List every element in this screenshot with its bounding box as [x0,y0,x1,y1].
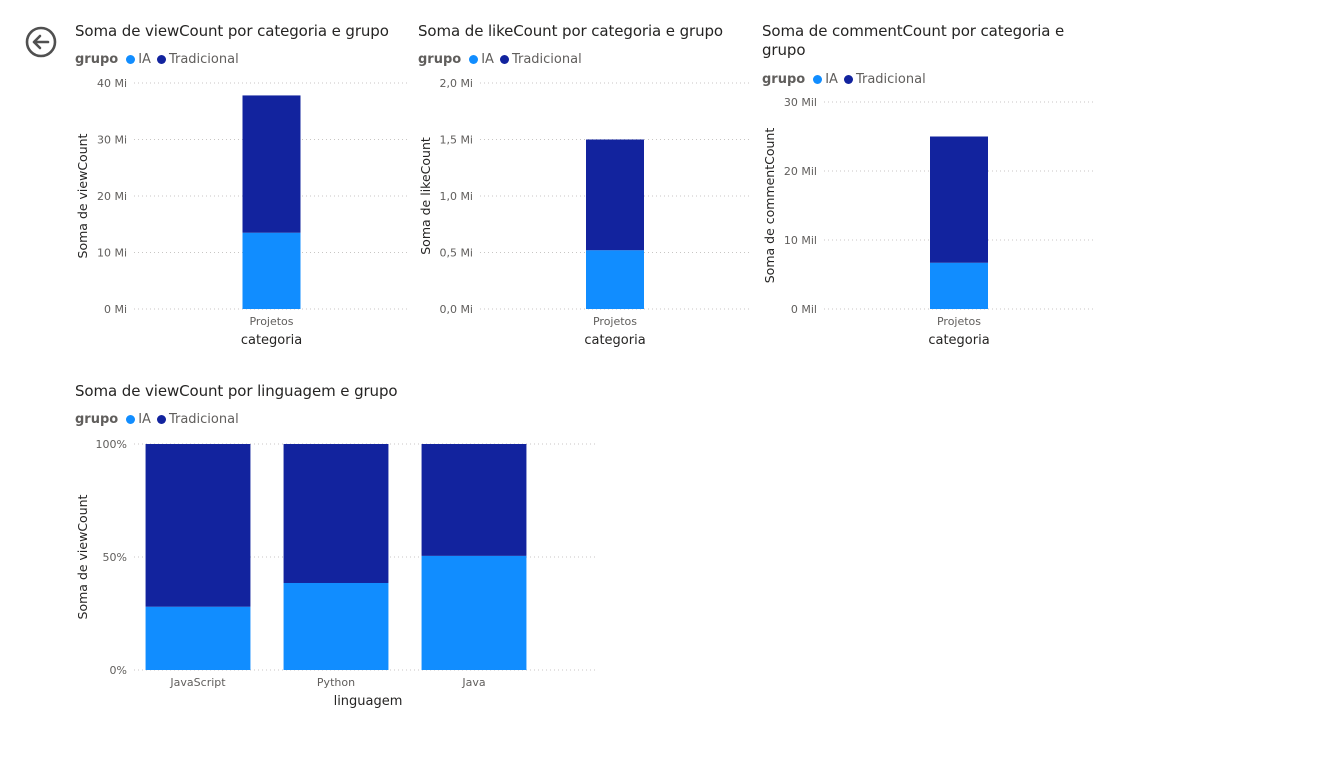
chart-legend: grupo IA Tradicional [418,52,588,67]
chart-plot: 0 Mi 10 Mi 20 Mi 30 Mi 40 Mi Projetos categori… [75,77,409,348]
chart-viewcount-categoria: Soma de viewCount por categoria e grupo … [75,22,415,357]
legend-item-ia[interactable]: IA [126,52,151,67]
legend-label: Tradicional [168,52,239,67]
y-tick-label: 1,0 Mi [439,190,473,203]
y-axis-title: Soma de commentCount [762,128,777,284]
legend-label: IA [138,412,151,427]
legend-label: IA [138,52,151,67]
chart-plot: 0% 50% 100% JavaScript Python Java linguagem So… [75,438,598,709]
y-tick-label: 20 Mi [97,190,127,203]
legend-title: grupo [418,52,462,67]
y-tick-label: 0,0 Mi [439,303,473,316]
legend-item-ia[interactable]: IA [469,52,494,67]
x-axis-title: categoria [241,333,302,348]
chart-plot: 0 Mil 10 Mil 20 Mil 30 Mil Projetos categoria… [762,96,1094,348]
bar-tradicional-projetos [586,139,644,251]
chart-title: Soma de likeCount por categoria e grupo [418,22,723,40]
legend-label: IA [825,72,838,87]
y-tick-label: 10 Mil [784,234,817,247]
chart-title: Soma de commentCount por categoria e gru… [762,22,1065,59]
y-tick-label: 100% [96,438,127,451]
chart-legend: grupo IA Tradicional [75,52,245,67]
y-tick-label: 30 Mi [97,134,127,147]
y-tick-label: 50% [103,551,127,564]
legend-label: Tradicional [511,52,582,67]
bar-tradicional-python [283,444,389,583]
y-tick-label: 0 Mil [791,303,817,316]
x-tick-label: Projetos [593,315,637,328]
legend-label: Tradicional [855,72,926,87]
chart-commentcount-categoria: Soma de commentCount por categoria e gru… [762,22,1102,357]
x-tick-label: Java [461,676,485,689]
y-tick-label: 2,0 Mi [439,77,473,90]
y-tick-label: 20 Mil [784,165,817,178]
bar-ia-projetos [930,262,988,309]
chart-title: Soma de viewCount por categoria e grupo [75,22,389,40]
legend-dot-ia [126,55,136,64]
bar-tradicional-projetos [930,136,988,263]
y-axis-title: Soma de viewCount [75,133,90,258]
legend-item-tradicional[interactable]: Tradicional [156,52,239,67]
legend-title: grupo [75,52,119,67]
legend-dot-ia [813,75,823,84]
chart-viewcount-linguagem: Soma de viewCount por linguagem e grupo … [75,382,615,722]
chart-legend: grupo IA Tradicional [762,72,932,87]
x-tick-label: Projetos [937,315,981,328]
y-tick-label: 0,5 Mi [439,247,473,260]
bar-ia-projetos [242,232,301,309]
x-axis-title: categoria [584,333,645,348]
legend-item-tradicional[interactable]: Tradicional [499,52,582,67]
back-arrow-icon [25,26,57,58]
bar-ia-java [421,555,527,670]
chart-plot: 0,0 Mi 0,5 Mi 1,0 Mi 1,5 Mi 2,0 Mi Projetos ca… [418,77,750,348]
legend-dot-ia [469,55,479,64]
legend-item-tradicional[interactable]: Tradicional [156,412,239,427]
legend-item-tradicional[interactable]: Tradicional [843,72,926,87]
x-tick-label: Python [317,676,355,689]
y-tick-label: 1,5 Mi [439,134,473,147]
y-tick-label: 10 Mi [97,247,127,260]
legend-item-ia[interactable]: IA [813,72,838,87]
bar-ia-javascript [145,606,251,670]
back-button[interactable] [24,25,58,59]
legend-dot-tradicional [156,415,166,424]
bar-tradicional-java [421,444,527,556]
bar-ia-projetos [586,250,644,309]
bar-ia-python [283,582,389,670]
y-tick-label: 0% [110,664,127,677]
legend-dot-tradicional [156,55,166,64]
legend-dot-tradicional [843,75,853,84]
y-axis-title: Soma de viewCount [75,494,90,619]
x-axis-title: categoria [928,333,989,348]
legend-title: grupo [762,72,806,87]
y-tick-label: 40 Mi [97,77,127,90]
x-axis-title: linguagem [334,694,403,709]
y-tick-label: 0 Mi [104,303,127,316]
chart-legend: grupo IA Tradicional [75,412,245,427]
bar-tradicional-javascript [145,444,251,607]
legend-label: IA [481,52,494,67]
x-tick-label: Projetos [249,315,293,328]
chart-title: Soma de viewCount por linguagem e grupo [75,382,398,400]
chart-likecount-categoria: Soma de likeCount por categoria e grupo … [418,22,758,357]
y-axis-title: Soma de likeCount [418,137,433,255]
legend-label: Tradicional [168,412,239,427]
legend-dot-tradicional [499,55,509,64]
legend-dot-ia [126,415,136,424]
legend-item-ia[interactable]: IA [126,412,151,427]
bar-tradicional-projetos [242,95,301,233]
y-tick-label: 30 Mil [784,96,817,109]
x-tick-label: JavaScript [169,676,226,689]
legend-title: grupo [75,412,119,427]
